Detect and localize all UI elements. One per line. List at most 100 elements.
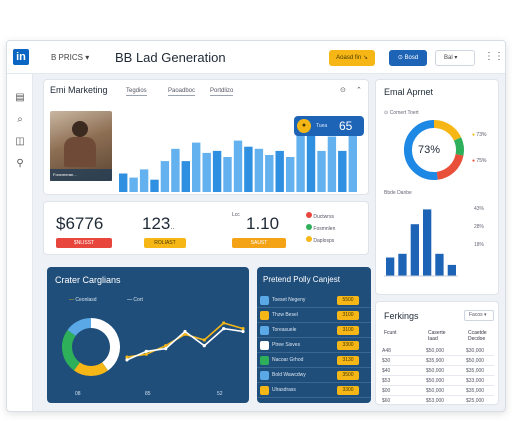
tab-paoadboc[interactable]: Paoadboc [168,88,196,96]
campaign-point [144,349,148,353]
rankings-header-1: Fcunt [384,330,397,336]
ranking-cell: A48 [382,348,391,354]
poll-row-name: Toreasuele [272,327,297,333]
ranking-row[interactable]: $40 $50,000 $35,000 [382,366,494,376]
poll-row[interactable]: Bold Wawcdwy 3500 [257,368,371,383]
legend-dot-icon [306,224,312,230]
poll-row-value: 3130 [337,356,359,365]
ranking-row[interactable]: A48 $50,000 $30,000 [382,346,494,356]
campaign-point [183,329,187,334]
poll-row-icon [260,386,269,395]
x-label-2: 85 [145,391,151,397]
filter-select[interactable]: Bal ▾ [435,50,475,66]
ranking-cell: $53 [382,378,391,384]
email-agent-card: Emal Aprnet ⊙ Cornert Toert 73% ● 73% ● … [375,79,499,295]
poll-row-icon [260,356,269,365]
rankings-select[interactable]: Facos ▾ [464,310,494,321]
poll-row-value: 3500 [337,371,359,380]
donut-center-value: 73% [418,144,441,156]
poll-row-value: 3100 [337,311,359,320]
campaign-point [222,327,226,331]
link-icon[interactable]: ⚲ [16,158,24,169]
kpi-3-prefix: Lcc [232,212,240,218]
grid-menu-icon[interactable]: ⋮⋮ [484,51,504,62]
kpi-3-value: 1.10 [246,214,280,233]
kpi-2-pill: ROLIAST [144,238,186,248]
ranking-row[interactable]: $53 $50,000 $33,000 [382,376,494,386]
chevron-down-icon: ▾ [484,312,487,318]
campaign-point [241,327,245,331]
campaign-donut-slice [73,362,109,376]
ranking-cell: $50,000 [426,388,445,394]
bar-legend-1: 43% [474,206,485,212]
poll-row[interactable]: Ulrasdrass 3300 [257,383,371,398]
rankings-list: A48 $50,000 $30,000 $30 $35,900 $50,000 $40 $50… [376,346,498,404]
email-bar [275,150,284,192]
search-icon[interactable]: ⌕ [17,114,23,125]
kpi-2: 123.. [142,214,174,234]
campaigns-card: Crater Carglians — Ceonlasd — Cort 08 85… [47,267,249,403]
email-bar [202,152,211,192]
cube-icon[interactable]: ◫ [15,136,25,147]
campaign-donut-slice [67,318,92,337]
rankings-header-2: Caserte Iaad [428,330,446,342]
poll-row[interactable]: Thzw Besel 3100 [257,308,371,323]
ranking-cell: $40 [382,368,391,374]
campaign-point [125,355,129,359]
poll-row-name: Toeset Negeny [272,297,306,303]
kpi-legend-2: Fosmnlen [306,224,335,232]
poll-row[interactable]: Toeset Negeny 5500 [257,293,371,308]
agent-bar [398,253,407,276]
poll-row-name: Ptree Sisves [272,342,301,348]
email-bar [223,157,232,192]
ranking-cell: $25,000 [466,398,485,404]
poll-row-value: 5500 [337,296,359,305]
kpi-2-unit: .. [170,224,175,231]
campaigns-legend-2: — Cort [127,297,143,303]
poll-row[interactable]: Nacoar Grhod 3130 [257,353,371,368]
linkedin-logo-icon[interactable]: in [13,49,29,65]
secondary-action-button[interactable]: ⊙ Bosd [389,50,427,66]
ranking-cell: $50,000 [426,368,445,374]
bar-legend-2: 28% [474,224,485,230]
ranking-row[interactable]: $60 $53,000 $25,000 [382,396,494,404]
email-bar [171,148,180,192]
agent-bar [447,264,456,276]
kpi-1-value: $6776 [56,214,104,233]
poll-list: Toeset Negeny 5500 Thzw Besel 3100 Toreasuel… [257,293,371,403]
tab-portdlizo[interactable]: Portdlizo [210,88,234,96]
x-label-3: 52 [217,391,223,397]
ranking-row[interactable]: $30 $35,900 $50,000 [382,356,494,366]
email-agent-subtitle: ⊙ Cornert Toert [384,110,419,116]
metric-badge-value: 65 [339,119,353,133]
email-bar [160,161,170,192]
kpi-2-value: 123 [142,214,171,233]
email-bar [150,179,159,192]
tab-tegdios[interactable]: Tegdios [126,88,147,96]
poll-row-icon [260,326,269,335]
rankings-card: Ferkings Facos ▾ Fcunt Caserte Iaad Ccae… [375,301,499,405]
bar-legend-3: 18% [474,242,485,248]
email-bar [348,130,357,192]
bell-icon: ● [297,119,311,133]
chevron-up-icon[interactable]: ⌃ [356,87,362,94]
primary-action-button[interactable]: Aoasd fin ↘ [329,50,375,66]
campaigns-legend-1-label: Ceonlasd [75,297,97,303]
chevron-down-icon: ▾ [454,55,458,61]
poll-row-name: Bold Wawcdwy [272,372,306,378]
campaign-point [125,358,129,362]
email-bar [244,146,253,192]
rankings-header: Fcunt Caserte Iaad Ccaetde Decdoe [384,330,496,348]
email-bar [192,142,201,192]
poll-row[interactable]: Ptree Sisves 3300 [257,338,371,353]
donut-slice [433,120,462,141]
workspace-selector[interactable]: B PRICS ▾ [51,53,89,62]
kpi-card: $6776 $NLISST 123.. ROLIAST Lcc 1.10 SAU… [43,201,369,255]
poll-row[interactable]: Toreasuele 3100 [257,323,371,338]
email-bar [233,140,243,192]
campaign-donut-slice [90,318,120,371]
ranking-row[interactable]: $00 $50,000 $35,000 [382,386,494,396]
list-icon[interactable]: ▤ [15,92,25,103]
refresh-icon[interactable]: ⊙ [340,87,346,94]
email-bar [338,150,347,192]
